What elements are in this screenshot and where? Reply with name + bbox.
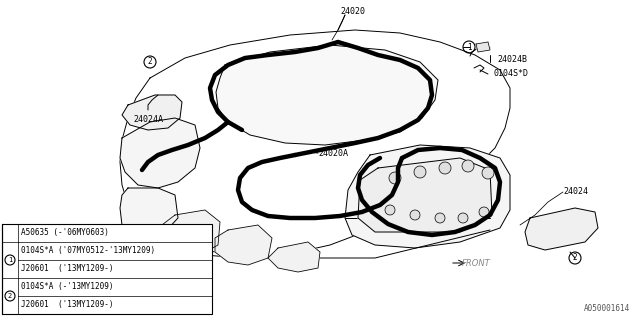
Polygon shape — [122, 95, 182, 130]
Polygon shape — [120, 118, 200, 188]
Circle shape — [435, 213, 445, 223]
Polygon shape — [345, 145, 510, 248]
Text: 1: 1 — [8, 257, 12, 263]
Circle shape — [458, 213, 468, 223]
Bar — [2, 224, 212, 314]
Circle shape — [414, 166, 426, 178]
Text: J20601  ('13MY1209-): J20601 ('13MY1209-) — [21, 300, 113, 309]
Text: 1: 1 — [467, 43, 471, 52]
Polygon shape — [158, 210, 220, 255]
Polygon shape — [525, 208, 598, 250]
Circle shape — [479, 207, 489, 217]
Text: 2: 2 — [573, 253, 577, 262]
Text: 0104S*A (-'13MY1209): 0104S*A (-'13MY1209) — [21, 283, 113, 292]
Polygon shape — [215, 225, 272, 265]
Text: 24024B: 24024B — [497, 55, 527, 65]
Text: 24024A: 24024A — [133, 116, 163, 124]
Circle shape — [385, 205, 395, 215]
Text: 0104S*D: 0104S*D — [494, 69, 529, 78]
Text: 0104S*A ('07MY0512-'13MY1209): 0104S*A ('07MY0512-'13MY1209) — [21, 246, 155, 255]
Text: A50635 (-'06MY0603): A50635 (-'06MY0603) — [21, 228, 109, 237]
Polygon shape — [120, 188, 178, 240]
Circle shape — [389, 172, 401, 184]
Text: 24020: 24020 — [340, 7, 365, 17]
Text: A050001614: A050001614 — [584, 304, 630, 313]
Polygon shape — [358, 158, 492, 232]
Text: 2: 2 — [8, 293, 12, 299]
Circle shape — [439, 162, 451, 174]
Text: 24024: 24024 — [563, 188, 588, 196]
Polygon shape — [476, 42, 490, 52]
Text: J20601  ('13MY1209-): J20601 ('13MY1209-) — [21, 265, 113, 274]
Text: 2: 2 — [148, 58, 152, 67]
Text: 24020A: 24020A — [318, 148, 348, 157]
Polygon shape — [268, 242, 320, 272]
Circle shape — [482, 167, 494, 179]
Polygon shape — [120, 30, 510, 258]
Circle shape — [410, 210, 420, 220]
Circle shape — [462, 160, 474, 172]
Text: FRONT: FRONT — [462, 259, 491, 268]
Polygon shape — [216, 45, 438, 145]
